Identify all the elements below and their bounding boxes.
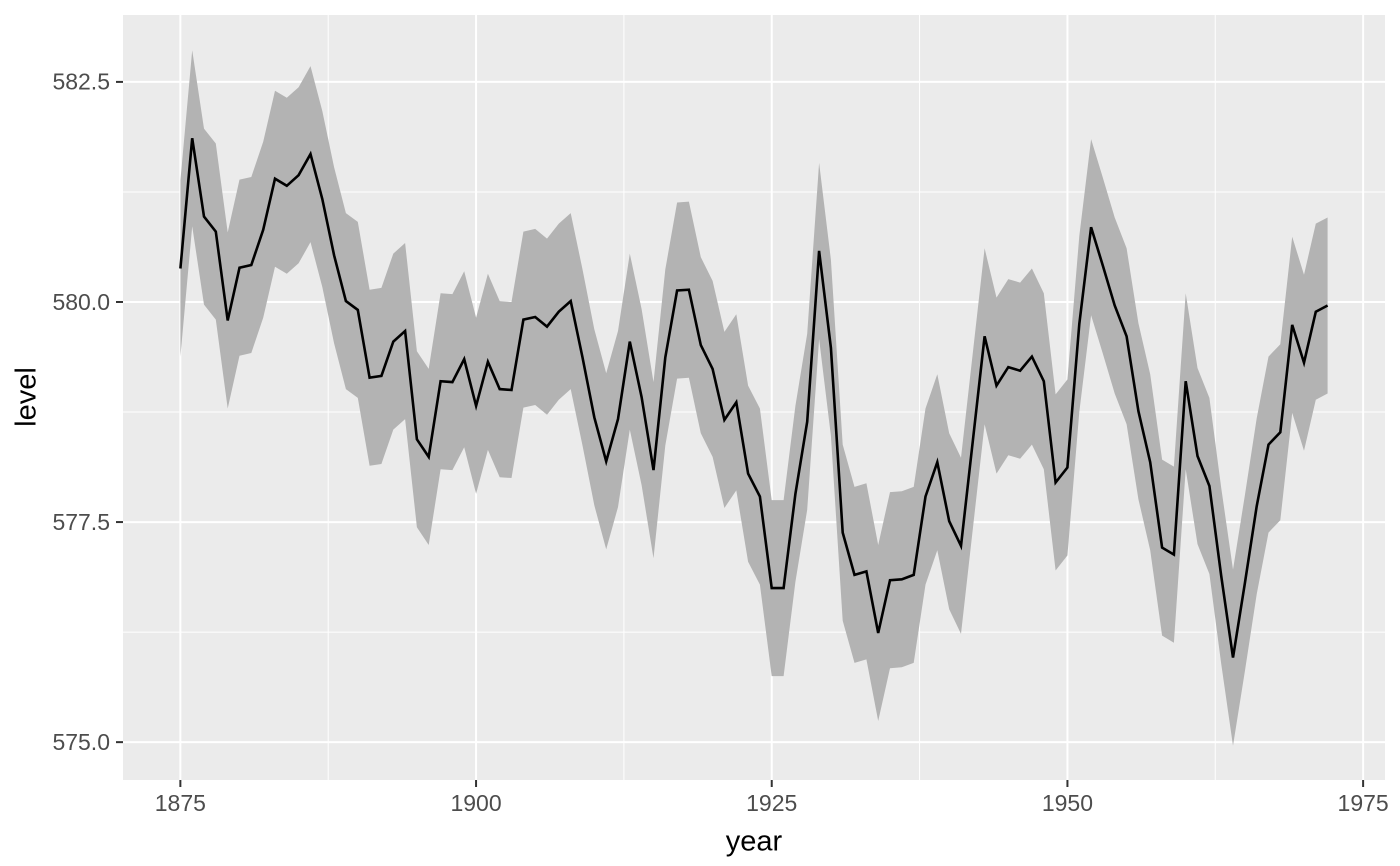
y-tick-label: 575.0 [52,729,110,755]
y-axis-title: level [10,367,43,427]
x-tick-label: 1975 [1338,790,1389,816]
y-tick-label: 580.0 [52,289,110,315]
x-tick-label: 1875 [155,790,206,816]
ribbon-band [180,50,1328,746]
x-tick-label: 1950 [1042,790,1093,816]
x-tick-label: 1925 [746,790,797,816]
x-tick-label: 1900 [450,790,501,816]
y-tick-label: 582.5 [52,69,110,95]
level-line [179,138,1329,658]
y-tick-label: 577.5 [52,509,110,535]
x-axis-title: year [725,825,783,858]
